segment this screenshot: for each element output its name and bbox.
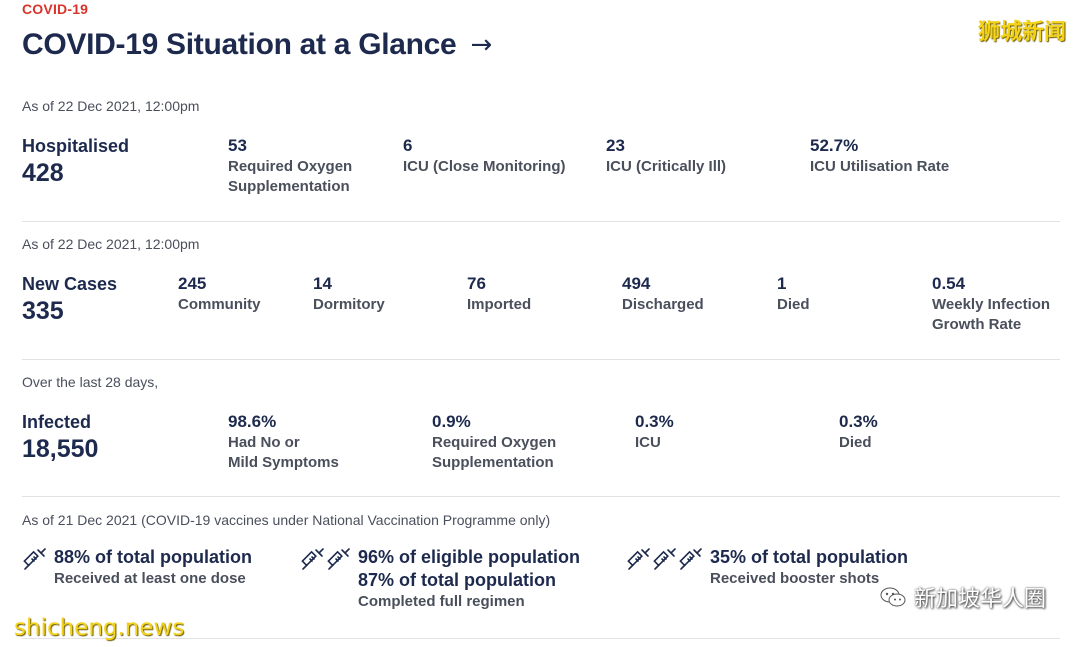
infected-died-value: 0.3% bbox=[839, 412, 878, 431]
infected-oxygen-stat: 0.9% Required Oxygen Supplementation bbox=[432, 412, 556, 473]
icu-critical-label: ICU (Critically Ill) bbox=[606, 158, 727, 175]
vaccination-booster-sub: Received booster shots bbox=[710, 570, 880, 587]
infected-icu-stat: 0.3% ICU bbox=[635, 412, 674, 453]
hospitalised-total: Hospitalised 428 bbox=[22, 136, 129, 188]
infected-section: Over the last 28 days, Infected 18,550 9… bbox=[22, 374, 1060, 502]
icu-close-value: 6 bbox=[403, 136, 413, 155]
died-label: Died bbox=[777, 296, 810, 313]
icu-critical-value: 23 bbox=[606, 136, 625, 155]
infected-died-label: Died bbox=[839, 434, 872, 451]
died-stat: 1 Died bbox=[777, 274, 810, 315]
title-link[interactable]: COVID-19 Situation at a Glance → bbox=[22, 28, 492, 62]
mild-stat: 98.6% Had No or Mild Symptoms bbox=[228, 412, 339, 473]
died-value: 1 bbox=[777, 274, 787, 293]
imported-value: 76 bbox=[467, 274, 486, 293]
growth-rate-stat: 0.54 Weekly Infection Growth Rate bbox=[932, 274, 1050, 335]
infected-total: Infected 18,550 bbox=[22, 412, 98, 464]
vaccination-item-one-dose: 88% of total population Received at leas… bbox=[22, 546, 252, 589]
oxygen-label: Required Oxygen Supplementation bbox=[228, 158, 353, 195]
infected-icu-label: ICU bbox=[635, 434, 661, 451]
syringe-icon bbox=[23, 548, 46, 570]
vaccination-one-dose-sub: Received at least one dose bbox=[54, 570, 246, 587]
vaccination-item-full-regimen: 96% of eligible population 87% of total … bbox=[300, 546, 580, 612]
divider bbox=[22, 221, 1060, 222]
growth-rate-label: Weekly Infection Growth Rate bbox=[932, 296, 1051, 333]
syringe-icon-group bbox=[626, 546, 704, 572]
new-cases-total: New Cases 335 bbox=[22, 274, 117, 326]
discharged-label: Discharged bbox=[622, 296, 704, 313]
watermark-bottom-right: 新加坡华人圈 bbox=[880, 581, 1046, 613]
vaccination-one-dose-main: 88% of total population bbox=[54, 547, 252, 567]
syringe-icon bbox=[653, 548, 676, 570]
imported-label: Imported bbox=[467, 296, 532, 313]
syringe-icon-group bbox=[22, 546, 48, 572]
icu-critical-stat: 23 ICU (Critically Ill) bbox=[606, 136, 726, 177]
vaccination-asof: As of 21 Dec 2021 (COVID-19 vaccines und… bbox=[22, 512, 551, 528]
infected-oxygen-value: 0.9% bbox=[432, 412, 471, 431]
vaccination-item-booster: 35% of total population Received booster… bbox=[626, 546, 908, 589]
dormitory-stat: 14 Dormitory bbox=[313, 274, 385, 315]
infected-asof: Over the last 28 days, bbox=[22, 374, 159, 390]
discharged-value: 494 bbox=[622, 274, 651, 293]
growth-rate-value: 0.54 bbox=[932, 274, 966, 293]
infected-oxygen-label: Required Oxygen Supplementation bbox=[432, 434, 557, 471]
vaccination-eligible-main: 96% of eligible population bbox=[358, 547, 581, 567]
infected-icu-value: 0.3% bbox=[635, 412, 674, 431]
vaccination-total-main: 87% of total population bbox=[358, 570, 556, 590]
watermark-top-right: 狮城新闻 bbox=[977, 20, 1066, 45]
syringe-icon-group bbox=[300, 546, 352, 572]
vaccination-booster-main: 35% of total population bbox=[710, 547, 908, 567]
syringe-icon bbox=[301, 548, 324, 570]
divider bbox=[22, 359, 1060, 360]
watermark-bottom-left: shicheng.news bbox=[14, 615, 185, 641]
dormitory-label: Dormitory bbox=[313, 296, 385, 313]
divider bbox=[22, 638, 1060, 639]
icu-close-label: ICU (Close Monitoring) bbox=[403, 158, 566, 175]
divider bbox=[22, 496, 1060, 497]
community-value: 245 bbox=[178, 274, 207, 293]
oxygen-stat: 53 Required Oxygen Supplementation bbox=[228, 136, 352, 197]
vaccination-section: As of 21 Dec 2021 (COVID-19 vaccines und… bbox=[22, 512, 1060, 636]
infected-label: Infected bbox=[22, 412, 92, 432]
infected-died-stat: 0.3% Died bbox=[839, 412, 878, 453]
syringe-icon bbox=[627, 548, 650, 570]
hospitalised-section: As of 22 Dec 2021, 12:00pm Hospitalised … bbox=[22, 98, 1060, 226]
mild-label: Had No or Mild Symptoms bbox=[228, 434, 339, 471]
page-title: COVID-19 Situation at a Glance bbox=[22, 28, 457, 61]
dormitory-value: 14 bbox=[313, 274, 332, 293]
icu-utilisation-stat: 52.7% ICU Utilisation Rate bbox=[810, 136, 949, 177]
oxygen-value: 53 bbox=[228, 136, 247, 155]
hospitalised-label: Hospitalised bbox=[22, 136, 130, 156]
new-cases-asof: As of 22 Dec 2021, 12:00pm bbox=[22, 236, 200, 252]
new-cases-value: 335 bbox=[22, 297, 64, 325]
hospitalised-value: 428 bbox=[22, 159, 64, 187]
syringe-icon bbox=[679, 548, 702, 570]
watermark-bottom-right-text: 新加坡华人圈 bbox=[913, 587, 1046, 612]
hospitalised-asof: As of 22 Dec 2021, 12:00pm bbox=[22, 98, 200, 114]
wechat-icon bbox=[880, 587, 906, 607]
syringe-icon bbox=[327, 548, 350, 570]
new-cases-section: As of 22 Dec 2021, 12:00pm New Cases 335… bbox=[22, 236, 1060, 364]
kicker: COVID-19 bbox=[22, 1, 89, 17]
icu-close-stat: 6 ICU (Close Monitoring) bbox=[403, 136, 565, 177]
mild-value: 98.6% bbox=[228, 412, 277, 431]
community-label: Community bbox=[178, 296, 261, 313]
community-stat: 245 Community bbox=[178, 274, 261, 315]
arrow-right-icon[interactable]: → bbox=[470, 30, 493, 60]
infected-value: 18,550 bbox=[22, 435, 99, 463]
icu-utilisation-value: 52.7% bbox=[810, 136, 859, 155]
discharged-stat: 494 Discharged bbox=[622, 274, 704, 315]
new-cases-label: New Cases bbox=[22, 274, 118, 294]
vaccination-full-regimen-sub: Completed full regimen bbox=[358, 593, 525, 610]
icu-utilisation-label: ICU Utilisation Rate bbox=[810, 158, 950, 175]
imported-stat: 76 Imported bbox=[467, 274, 531, 315]
